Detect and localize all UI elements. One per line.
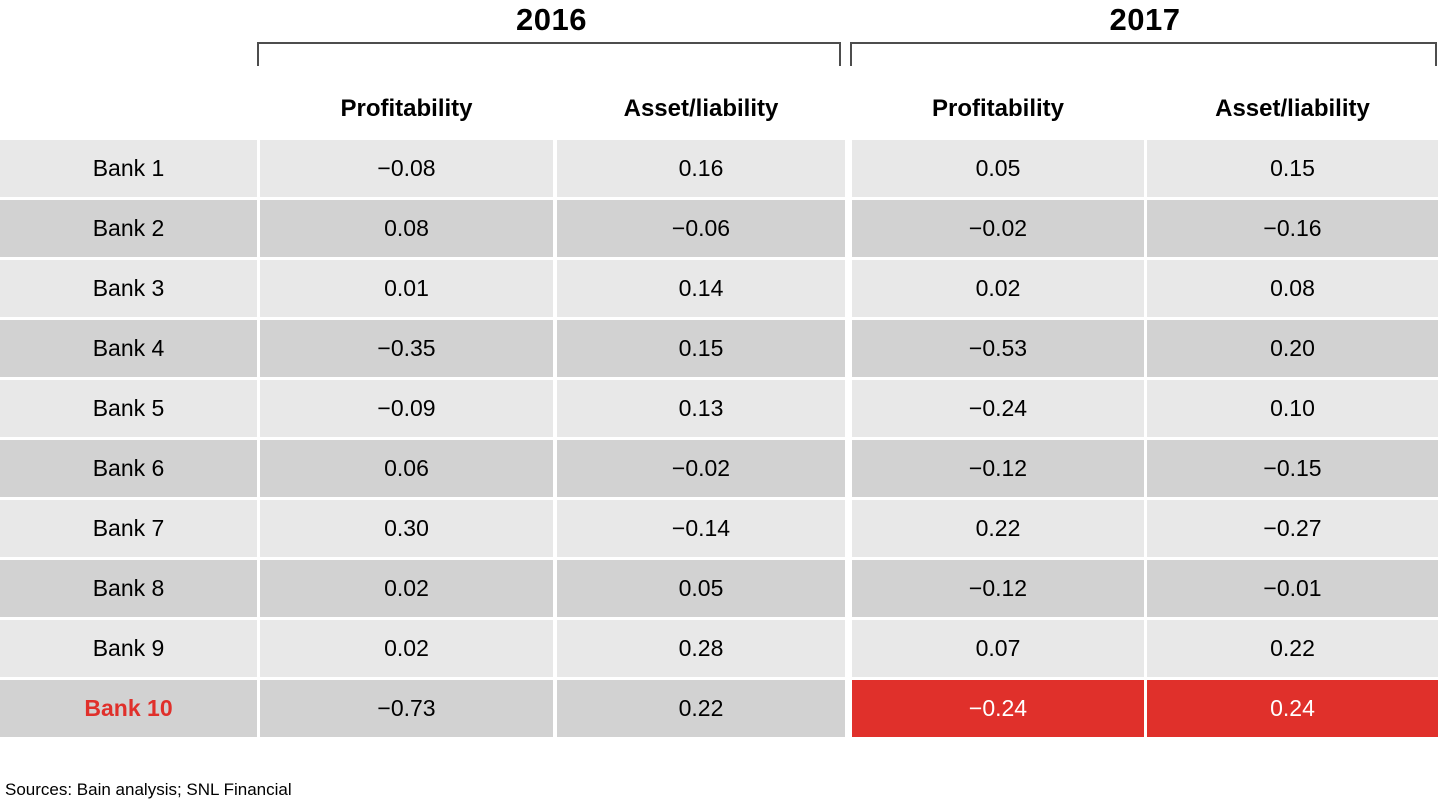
value-cell: −0.02 xyxy=(852,200,1144,257)
sources-note: Sources: Bain analysis; SNL Financial xyxy=(5,780,292,799)
value-cell: 0.07 xyxy=(852,620,1144,677)
bank-label-cell: Bank 5 xyxy=(0,380,257,437)
column-header-profitability-2017: Profitability xyxy=(931,95,1064,122)
value-cell: −0.24 xyxy=(852,680,1144,737)
value-cell: −0.14 xyxy=(557,500,845,557)
value-cell: 0.02 xyxy=(260,620,553,677)
value-cell: 0.16 xyxy=(557,140,845,197)
bank-label-cell: Bank 8 xyxy=(0,560,257,617)
bank-label-cell: Bank 4 xyxy=(0,320,257,377)
value-cell: 0.22 xyxy=(557,680,845,737)
table-row: Bank 8 0.02 0.05 −0.12 −0.01 xyxy=(0,560,1440,617)
value-cell: −0.24 xyxy=(852,380,1144,437)
column-header-profitability-2016: Profitability xyxy=(340,95,473,122)
value-cell: 0.01 xyxy=(260,260,553,317)
bank-label-cell: Bank 9 xyxy=(0,620,257,677)
value-cell: −0.02 xyxy=(557,440,845,497)
value-cell: 0.02 xyxy=(260,560,553,617)
bank-label-cell: Bank 3 xyxy=(0,260,257,317)
value-cell: 0.02 xyxy=(852,260,1144,317)
value-cell: −0.06 xyxy=(557,200,845,257)
table-row: Bank 1 −0.08 0.16 0.05 0.15 xyxy=(0,140,1440,197)
table-row: Bank 10 −0.73 0.22 −0.24 0.24 xyxy=(0,680,1440,737)
bank-label-cell: Bank 6 xyxy=(0,440,257,497)
value-cell: 0.28 xyxy=(557,620,845,677)
value-cell: −0.27 xyxy=(1147,500,1438,557)
value-cell: 0.15 xyxy=(1147,140,1438,197)
bank-label-cell: Bank 7 xyxy=(0,500,257,557)
table-row: Bank 7 0.30 −0.14 0.22 −0.27 xyxy=(0,500,1440,557)
table-row: Bank 6 0.06 −0.02 −0.12 −0.15 xyxy=(0,440,1440,497)
value-cell: 0.15 xyxy=(557,320,845,377)
table-row: Bank 5 −0.09 0.13 −0.24 0.10 xyxy=(0,380,1440,437)
value-cell: 0.08 xyxy=(260,200,553,257)
table-row: Bank 3 0.01 0.14 0.02 0.08 xyxy=(0,260,1440,317)
value-cell: −0.16 xyxy=(1147,200,1438,257)
column-header-asset-liability-2017: Asset/liability xyxy=(1215,95,1370,122)
value-cell: 0.14 xyxy=(557,260,845,317)
value-cell: 0.10 xyxy=(1147,380,1438,437)
value-cell: 0.20 xyxy=(1147,320,1438,377)
bank-label-cell: Bank 2 xyxy=(0,200,257,257)
value-cell: 0.05 xyxy=(557,560,845,617)
value-cell: 0.24 xyxy=(1147,680,1438,737)
value-cell: −0.01 xyxy=(1147,560,1438,617)
value-cell: −0.12 xyxy=(852,560,1144,617)
group-bracket-2016 xyxy=(257,42,841,66)
value-cell: 0.30 xyxy=(260,500,553,557)
table-row: Bank 9 0.02 0.28 0.07 0.22 xyxy=(0,620,1440,677)
value-cell: −0.53 xyxy=(852,320,1144,377)
value-cell: 0.08 xyxy=(1147,260,1438,317)
table-row: Bank 4 −0.35 0.15 −0.53 0.20 xyxy=(0,320,1440,377)
column-header-asset-liability-2016: Asset/liability xyxy=(623,95,779,122)
bank-label-cell: Bank 1 xyxy=(0,140,257,197)
value-cell: 0.13 xyxy=(557,380,845,437)
value-cell: −0.09 xyxy=(260,380,553,437)
value-cell: −0.08 xyxy=(260,140,553,197)
year-group-label-2016: 2016 xyxy=(516,2,587,37)
value-cell: 0.05 xyxy=(852,140,1144,197)
year-group-label-2017: 2017 xyxy=(1109,2,1181,37)
group-bracket-2017 xyxy=(850,42,1437,66)
value-cell: −0.73 xyxy=(260,680,553,737)
value-cell: −0.12 xyxy=(852,440,1144,497)
table-body: Bank 1 −0.08 0.16 0.05 0.15 Bank 2 0.08 −0.06 −0… xyxy=(0,140,1440,740)
value-cell: 0.22 xyxy=(852,500,1144,557)
table-row: Bank 2 0.08 −0.06 −0.02 −0.16 xyxy=(0,200,1440,257)
value-cell: −0.15 xyxy=(1147,440,1438,497)
value-cell: 0.22 xyxy=(1147,620,1438,677)
bank-label-cell: Bank 10 xyxy=(0,680,257,737)
value-cell: −0.35 xyxy=(260,320,553,377)
value-cell: 0.06 xyxy=(260,440,553,497)
